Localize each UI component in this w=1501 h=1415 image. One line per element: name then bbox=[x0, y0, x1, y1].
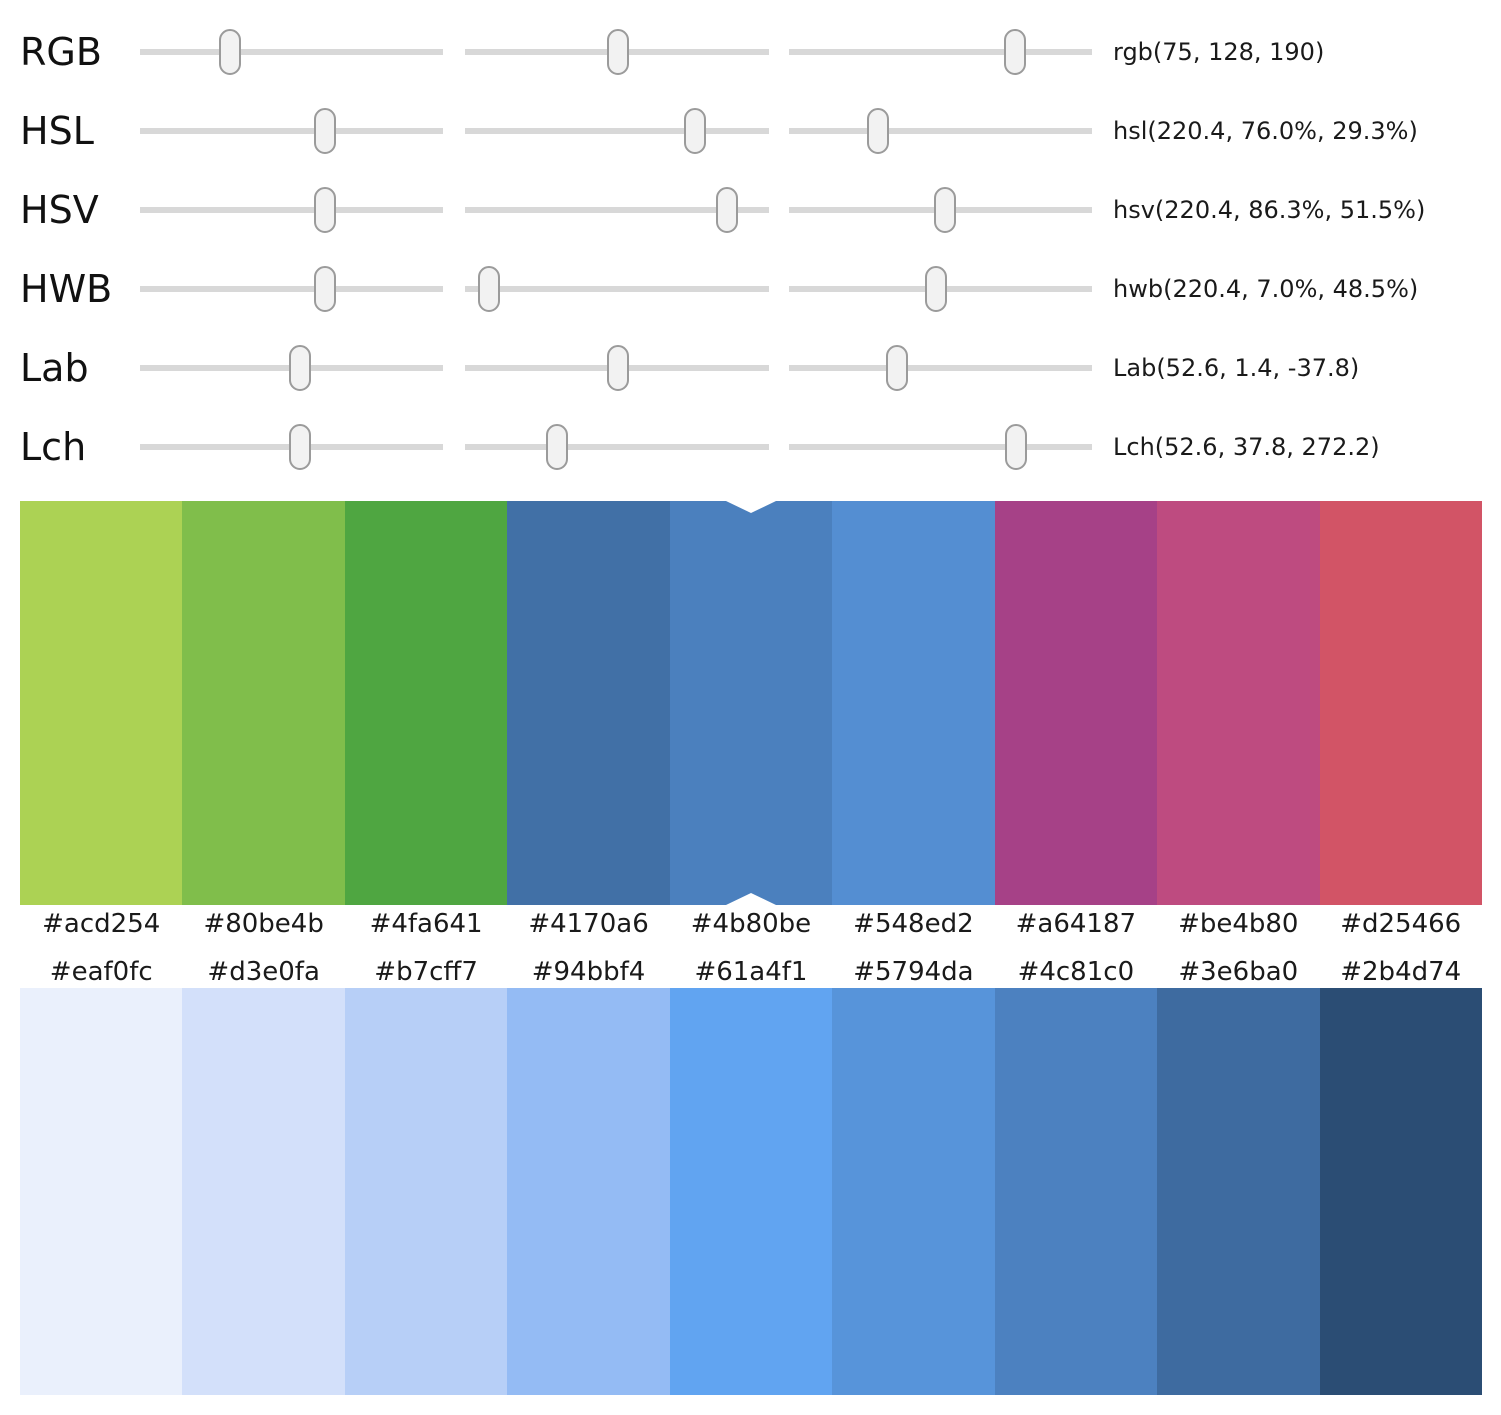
spectrum-hex-label-4b80be: #4b80be bbox=[690, 909, 812, 939]
lab-slider-handle-2[interactable] bbox=[607, 345, 629, 391]
shades-hex-label-94bbf4: #94bbf4 bbox=[531, 957, 646, 987]
spectrum-swatch-80be4b[interactable] bbox=[182, 501, 345, 905]
hsv-slider-handle-3[interactable] bbox=[934, 187, 956, 233]
spectrum-swatch-d25466[interactable] bbox=[1319, 501, 1482, 905]
lab-slider-track-3[interactable] bbox=[789, 365, 1092, 371]
color-value-hsv: hsv(220.4, 86.3%, 51.5%) bbox=[1113, 196, 1426, 224]
rgb-slider-track-3[interactable] bbox=[789, 49, 1092, 55]
shades-swatch-5794da[interactable] bbox=[832, 988, 995, 1395]
spectrum-swatch-548ed2[interactable] bbox=[832, 501, 995, 905]
shades-palette bbox=[20, 988, 1482, 1395]
slider-row-label-hwb: HWB bbox=[20, 267, 113, 311]
hsl-slider-track-2[interactable] bbox=[465, 128, 769, 134]
spectrum-hex-label-4fa641: #4fa641 bbox=[369, 909, 483, 939]
color-value-lab: Lab(52.6, 1.4, -37.8) bbox=[1113, 354, 1360, 382]
shades-hex-label-3e6ba0: #3e6ba0 bbox=[1178, 957, 1299, 987]
shades-swatch-b7cff7[interactable] bbox=[344, 988, 508, 1395]
hsv-slider-track-2[interactable] bbox=[465, 207, 769, 213]
lch-slider-track-3[interactable] bbox=[789, 444, 1092, 450]
rgb-slider-handle-3[interactable] bbox=[1004, 29, 1026, 75]
hsl-slider-handle-1[interactable] bbox=[314, 108, 336, 154]
lch-slider-track-2[interactable] bbox=[465, 444, 769, 450]
selected-swatch-marker-bottom bbox=[726, 893, 776, 905]
hwb-slider-handle-2[interactable] bbox=[478, 266, 500, 312]
shades-swatch-4c81c0[interactable] bbox=[994, 988, 1158, 1395]
lch-slider-handle-2[interactable] bbox=[546, 424, 568, 470]
rgb-slider-handle-1[interactable] bbox=[219, 29, 241, 75]
slider-row-label-rgb: RGB bbox=[20, 30, 102, 74]
spectrum-swatch-a64187[interactable] bbox=[994, 501, 1158, 905]
hsl-slider-handle-3[interactable] bbox=[867, 108, 889, 154]
spectrum-hex-label-4170a6: #4170a6 bbox=[528, 909, 649, 939]
shades-hex-label-2b4d74: #2b4d74 bbox=[1340, 957, 1462, 987]
color-value-lch: Lch(52.6, 37.8, 272.2) bbox=[1113, 433, 1380, 461]
lab-slider-handle-3[interactable] bbox=[886, 345, 908, 391]
spectrum-swatch-4170a6[interactable] bbox=[507, 501, 670, 905]
shades-hex-label-4c81c0: #4c81c0 bbox=[1017, 957, 1135, 987]
shades-swatch-2b4d74[interactable] bbox=[1319, 988, 1482, 1395]
slider-row-label-hsv: HSV bbox=[20, 188, 99, 232]
shades-hex-labels: #eaf0fc #d3e0fa #b7cff7 #94bbf4 #61a4f1 #5794… bbox=[20, 954, 1482, 990]
spectrum-hex-label-a64187: #a64187 bbox=[1015, 909, 1137, 939]
shades-hex-label-61a4f1: #61a4f1 bbox=[694, 957, 808, 987]
spectrum-hex-label-80be4b: #80be4b bbox=[203, 909, 324, 939]
shades-hex-label-eaf0fc: #eaf0fc bbox=[49, 957, 153, 987]
color-value-hwb: hwb(220.4, 7.0%, 48.5%) bbox=[1113, 275, 1419, 303]
selected-swatch-marker-top bbox=[726, 501, 776, 513]
spectrum-swatch-be4b80[interactable] bbox=[1157, 501, 1320, 905]
shades-swatch-d3e0fa[interactable] bbox=[182, 988, 345, 1395]
shades-swatch-61a4f1[interactable] bbox=[669, 988, 833, 1395]
hwb-slider-handle-3[interactable] bbox=[925, 266, 947, 312]
spectrum-hex-label-d25466: #d25466 bbox=[1340, 909, 1462, 939]
hsl-slider-handle-2[interactable] bbox=[684, 108, 706, 154]
shades-hex-label-5794da: #5794da bbox=[853, 957, 974, 987]
spectrum-palette bbox=[20, 501, 1482, 905]
spectrum-hex-labels: #acd254 #80be4b #4fa641 #4170a6 #4b80be #548e… bbox=[20, 906, 1482, 942]
lch-slider-handle-1[interactable] bbox=[289, 424, 311, 470]
hsv-slider-track-1[interactable] bbox=[140, 207, 443, 213]
shades-swatch-eaf0fc[interactable] bbox=[20, 988, 183, 1395]
spectrum-hex-label-acd254: #acd254 bbox=[42, 909, 161, 939]
hwb-slider-handle-1[interactable] bbox=[314, 266, 336, 312]
hsv-slider-handle-2[interactable] bbox=[716, 187, 738, 233]
spectrum-swatch-4fa641[interactable] bbox=[344, 501, 508, 905]
shades-hex-label-d3e0fa: #d3e0fa bbox=[207, 957, 320, 987]
color-value-rgb: rgb(75, 128, 190) bbox=[1113, 38, 1325, 66]
spectrum-swatch-4b80be[interactable] bbox=[669, 501, 833, 905]
shades-hex-label-b7cff7: #b7cff7 bbox=[374, 957, 478, 987]
rgb-slider-track-1[interactable] bbox=[140, 49, 443, 55]
spectrum-hex-label-548ed2: #548ed2 bbox=[853, 909, 974, 939]
rgb-slider-handle-2[interactable] bbox=[607, 29, 629, 75]
slider-row-label-lch: Lch bbox=[20, 425, 87, 469]
hsl-slider-track-3[interactable] bbox=[789, 128, 1092, 134]
spectrum-swatch-acd254[interactable] bbox=[20, 501, 183, 905]
shades-swatch-3e6ba0[interactable] bbox=[1157, 988, 1320, 1395]
slider-row-label-lab: Lab bbox=[20, 346, 89, 390]
hsl-slider-track-1[interactable] bbox=[140, 128, 443, 134]
lch-slider-handle-3[interactable] bbox=[1005, 424, 1027, 470]
slider-row-label-hsl: HSL bbox=[20, 109, 94, 153]
lab-slider-handle-1[interactable] bbox=[289, 345, 311, 391]
color-value-hsl: hsl(220.4, 76.0%, 29.3%) bbox=[1113, 117, 1418, 145]
shades-swatch-94bbf4[interactable] bbox=[507, 988, 670, 1395]
hsv-slider-handle-1[interactable] bbox=[314, 187, 336, 233]
spectrum-hex-label-be4b80: #be4b80 bbox=[1178, 909, 1299, 939]
hwb-slider-track-1[interactable] bbox=[140, 286, 443, 292]
hwb-slider-track-2[interactable] bbox=[465, 286, 769, 292]
